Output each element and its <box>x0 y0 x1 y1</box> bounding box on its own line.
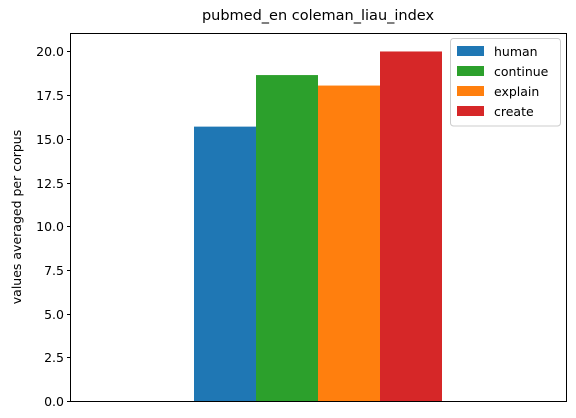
y-tick-label: 2.5 <box>44 350 64 365</box>
bar-explain <box>318 85 380 402</box>
y-tick-label: 10.0 <box>36 219 64 234</box>
bar-continue <box>256 75 318 402</box>
y-tick-label: 15.0 <box>36 132 64 147</box>
legend-swatch-continue <box>457 66 484 76</box>
chart-title: pubmed_en coleman_liau_index <box>202 8 435 24</box>
y-tick-label: 7.5 <box>44 263 64 278</box>
legend-swatch-create <box>457 106 484 116</box>
y-axis-label: values averaged per corpus <box>9 130 24 304</box>
bar-create <box>380 51 442 401</box>
legend-box <box>450 38 561 127</box>
bar-human <box>194 126 256 401</box>
legend-label-explain: explain <box>494 84 539 99</box>
y-tick-label: 12.5 <box>36 176 64 191</box>
legend-label-create: create <box>494 104 534 119</box>
y-tick-label: 20.0 <box>36 44 64 59</box>
y-tick-label: 17.5 <box>36 88 64 103</box>
y-tick-label: 0.0 <box>44 394 64 409</box>
y-tick-label: 5.0 <box>44 307 64 322</box>
y-axis: 0.0 2.5 5.0 7.5 10.0 12.5 15.0 17.5 20.0 <box>36 44 71 409</box>
legend-label-human: human <box>494 44 538 59</box>
legend-swatch-explain <box>457 86 484 96</box>
legend-label-continue: continue <box>494 64 549 79</box>
legend-swatch-human <box>457 46 484 56</box>
plot-frame <box>70 33 567 402</box>
bars-group <box>194 51 442 402</box>
legend: human continue explain create <box>450 38 561 127</box>
